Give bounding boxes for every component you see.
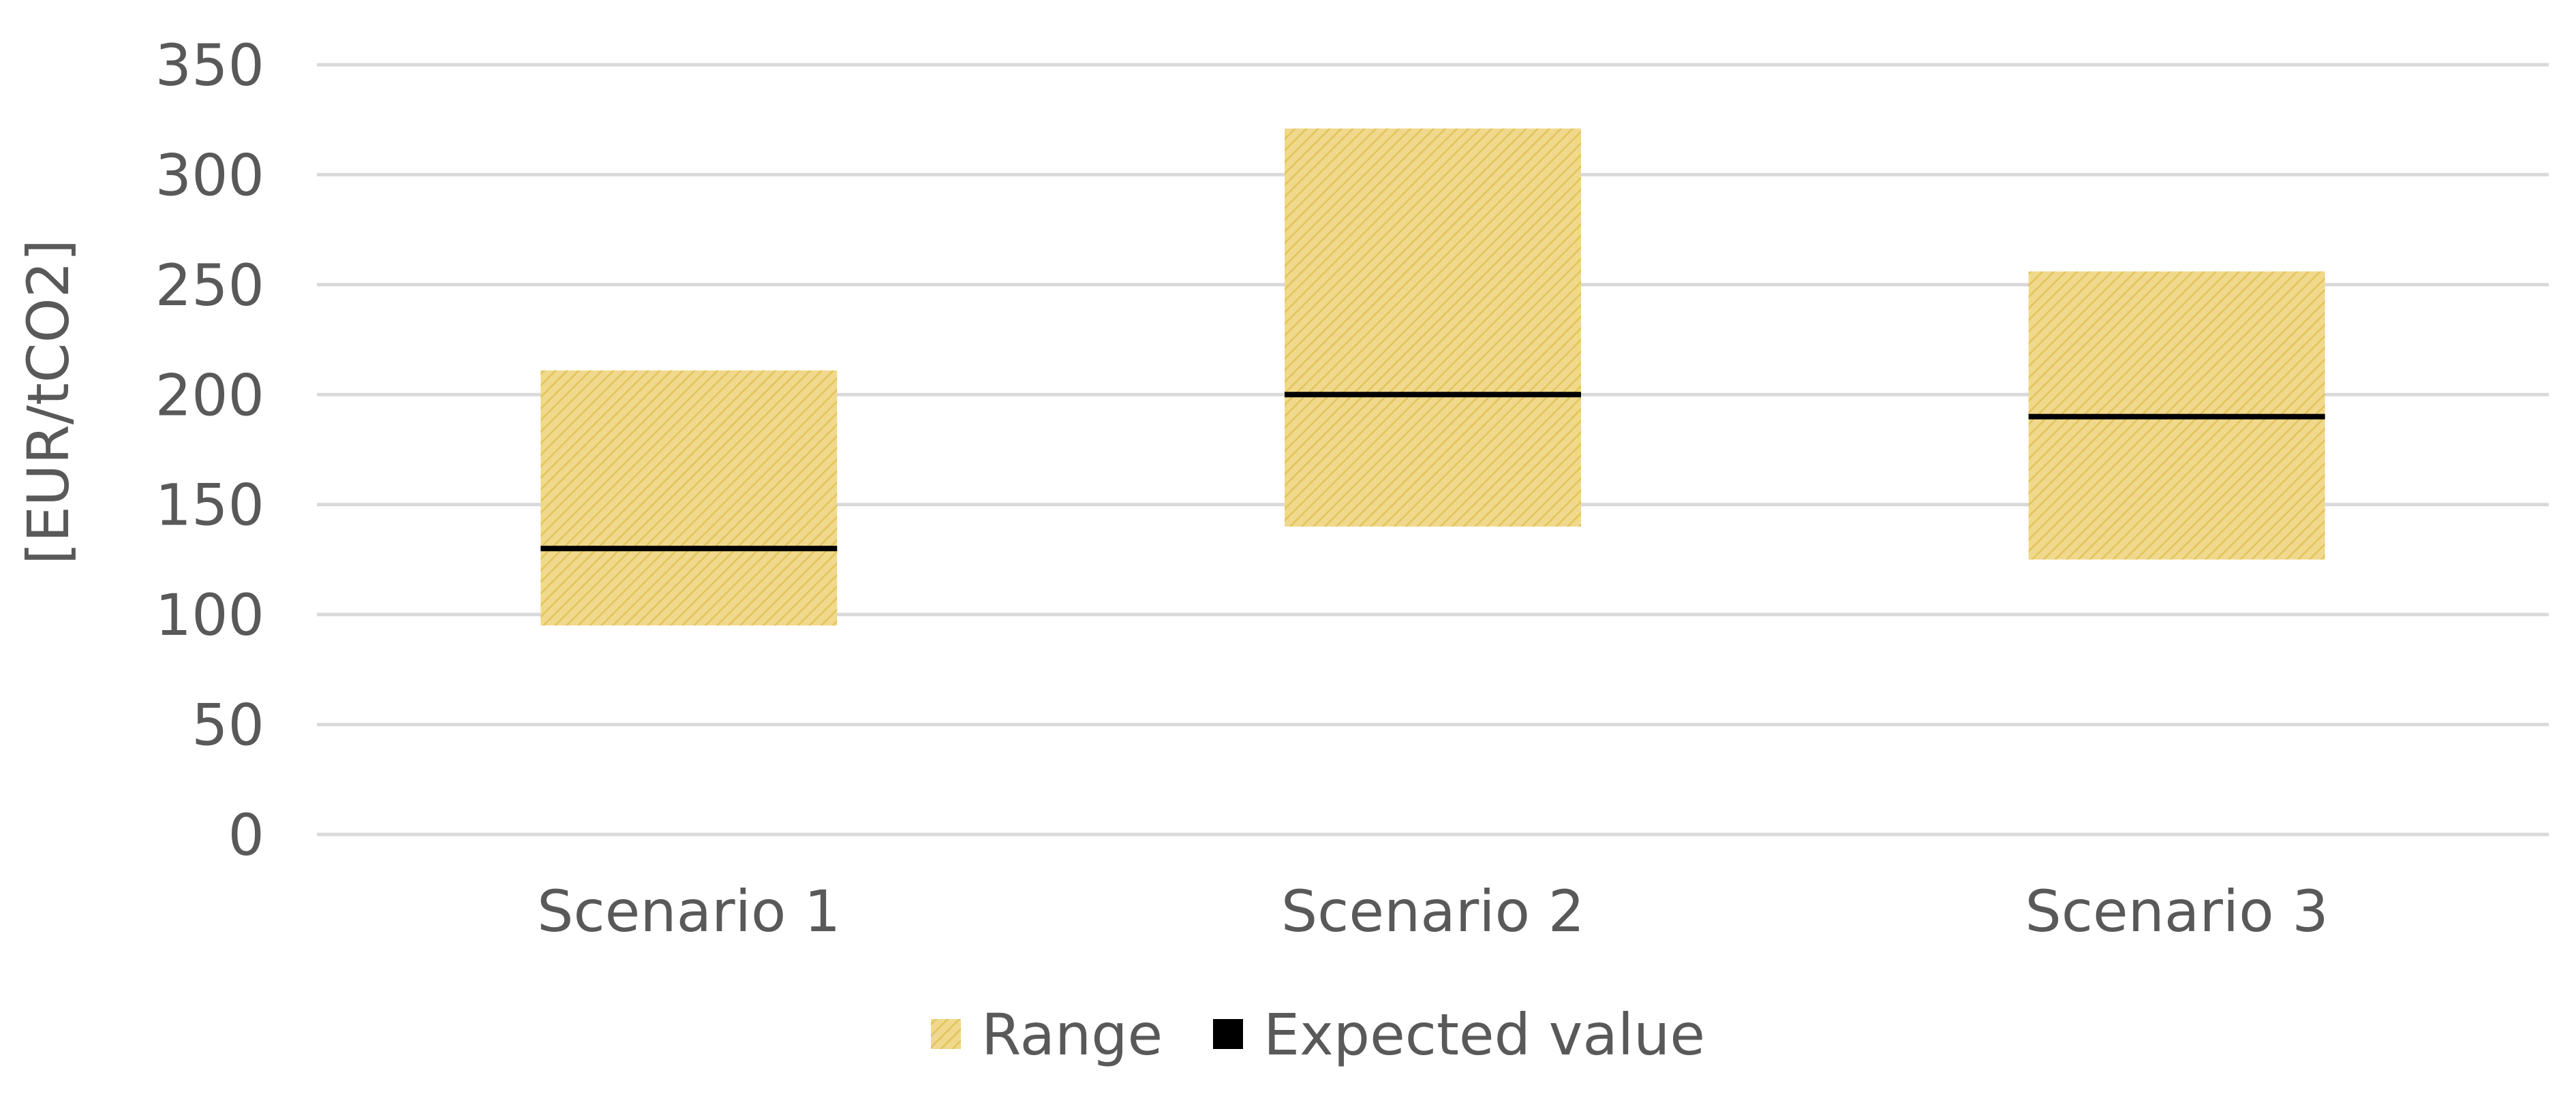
legend-label-expected-value: Expected value xyxy=(1263,1001,1705,1068)
legend-swatch-expected-value xyxy=(1213,1019,1243,1049)
legend-item-expected-value: Expected value xyxy=(1213,1001,1705,1068)
x-axis-tick-labels: Scenario 1 Scenario 2 Scenario 3 xyxy=(537,878,2329,945)
x-tick-label-scenario-2: Scenario 2 xyxy=(1281,878,1584,945)
y-tick-label: 200 xyxy=(155,362,264,428)
expected-value-markers xyxy=(540,392,2325,552)
x-tick-label-scenario-3: Scenario 3 xyxy=(2025,878,2329,945)
legend-item-range: Range xyxy=(931,1001,1163,1068)
y-tick-label: 300 xyxy=(155,142,264,208)
legend-label-range: Range xyxy=(981,1001,1163,1068)
y-tick-label: 50 xyxy=(191,692,264,759)
x-tick-label-scenario-1: Scenario 1 xyxy=(537,878,840,945)
legend-swatch-range xyxy=(931,1019,961,1049)
y-tick-label: 250 xyxy=(155,252,264,319)
y-tick-label: 150 xyxy=(155,472,264,539)
y-tick-label: 100 xyxy=(155,582,264,648)
y-axis-tick-labels: 0 50 100 150 200 250 300 350 xyxy=(155,32,264,869)
range-bar-scenario-2 xyxy=(1285,128,1581,527)
y-tick-label: 0 xyxy=(228,802,264,869)
legend: Range Expected value xyxy=(931,1001,1705,1068)
y-axis-title: [EUR/tCO2] xyxy=(15,239,82,565)
y-tick-label: 350 xyxy=(155,32,264,99)
range-bar-scenario-1 xyxy=(540,370,838,626)
